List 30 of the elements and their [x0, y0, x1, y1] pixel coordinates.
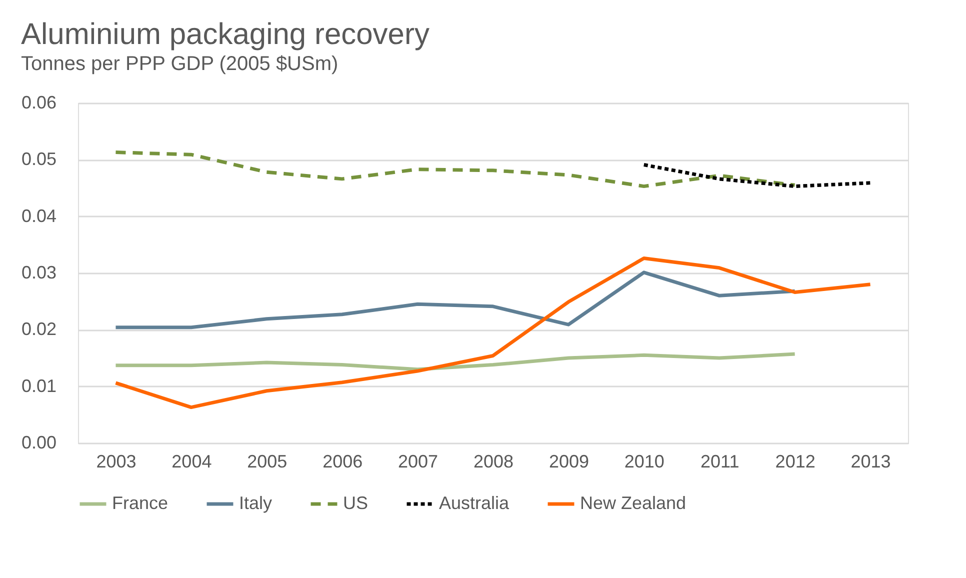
x-tick-label: 2013 [850, 452, 891, 472]
line-series [642, 163, 872, 188]
chart-title: Aluminium packaging recovery [20, 18, 430, 51]
x-tick-label: 2008 [473, 452, 514, 472]
legend-label: Australia [439, 493, 510, 513]
y-tick-label: 0.03 [21, 262, 56, 282]
x-tick-label: 2012 [775, 452, 816, 472]
line-series [114, 256, 872, 410]
legend-label: New Zealand [580, 493, 686, 513]
y-tick-label: 0.02 [21, 319, 56, 340]
line-series [114, 150, 797, 188]
x-tick-label: 2006 [322, 452, 363, 472]
line-series [114, 352, 797, 372]
line-series [114, 270, 797, 330]
y-tick-label: 0.04 [21, 206, 56, 226]
x-tick-label: 2003 [96, 452, 136, 472]
x-tick-label: 2005 [247, 452, 288, 472]
x-tick-label: 2011 [700, 452, 740, 472]
x-tick-label: 2010 [624, 452, 664, 472]
x-tick-label: 2004 [172, 452, 212, 472]
y-tick-label: 0.00 [21, 432, 56, 452]
legend-label: Italy [239, 493, 272, 513]
x-tick-label: 2007 [398, 452, 438, 472]
y-tick-label: 0.05 [21, 149, 56, 170]
y-tick-label: 0.01 [21, 376, 56, 396]
x-tick-label: 2009 [548, 452, 589, 472]
y-tick-label: 0.06 [21, 92, 56, 112]
chart-subtitle: Tonnes per PPP GDP (2005 $USm) [20, 53, 338, 75]
legend-label: US [343, 493, 368, 513]
legend-label: France [112, 493, 168, 513]
